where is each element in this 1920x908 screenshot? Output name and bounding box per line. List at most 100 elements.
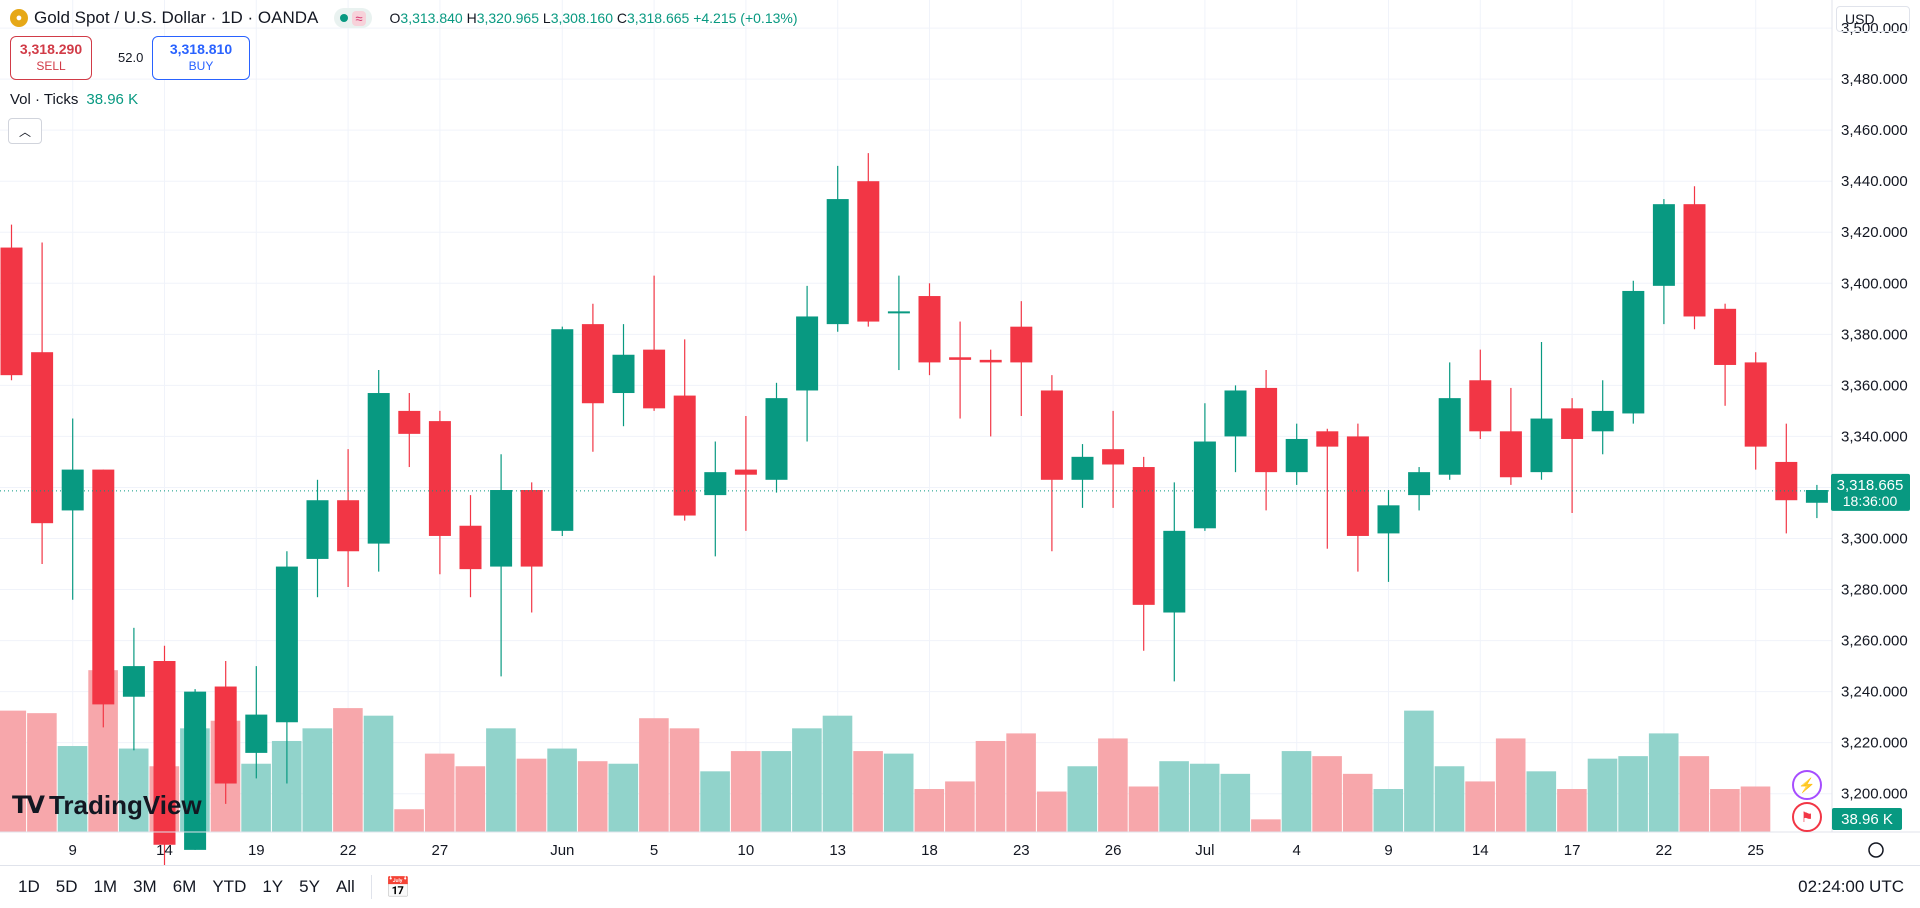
currency-button[interactable]: USD [1836,6,1910,32]
price-axis-label: 3,460.000 [1841,122,1908,139]
price-chart[interactable]: 3,500.000 3,480.000 3,460.000 3,440.000 3,42… [0,0,1920,865]
time-axis-label: 9 [69,842,77,859]
buy-label: BUY [188,59,214,73]
price-axis-label: 3,340.000 [1841,428,1908,445]
volume-bar [1128,786,1159,832]
time-axis-label: 22 [340,842,357,859]
price-axis-label: 3,220.000 [1841,735,1908,752]
candle-body [918,296,941,363]
volume-bar [730,751,761,832]
candle-body [1775,461,1798,501]
volume-bar [118,748,149,832]
volume-bar [333,708,363,832]
volume-bar [1006,733,1036,832]
time-axis-label: 26 [1105,842,1122,859]
buy-button[interactable]: 3,318.810 BUY [152,36,250,80]
lightning-icon[interactable]: ⚡ [1792,770,1822,800]
candle-body [1193,441,1216,529]
candle-body [184,691,207,850]
price-axis-label: 3,360.000 [1841,377,1908,394]
volume-bar [1587,758,1618,832]
candle-body [612,354,635,394]
sell-button[interactable]: 3,318.290 SELL [10,36,92,80]
candle-body [1224,390,1247,437]
volume-bar [1189,763,1220,832]
volume-bar [424,753,455,832]
timeframe-6m[interactable]: 6M [172,877,197,896]
candle-body [0,247,23,376]
candle-body [31,352,54,524]
utc-clock[interactable]: 02:24:00 UTC [1798,877,1904,896]
candle-body [306,500,329,559]
time-axis-label: 10 [738,842,755,859]
flag-icon[interactable]: ⚑ [1792,802,1822,832]
candle-body [245,714,268,753]
volume-bar [455,766,486,832]
volume-bar [914,789,945,832]
toolbar-divider [370,875,372,899]
price-axis-label: 3,440.000 [1841,173,1908,190]
volume-bar [639,718,669,832]
volume-bar [975,740,1006,832]
time-axis-label: 25 [1747,842,1764,859]
candle-body [1071,456,1094,480]
price-axis-label: 3,420.000 [1841,224,1908,241]
timeframe-all[interactable]: All [335,877,355,896]
ohlc-values: O3,313.840 H3,320.965 L3,308.160 C3,318.… [389,10,798,26]
volume-legend-value: 38.96 K [86,91,139,108]
symbol-legend: ● Gold Spot / U.S. Dollar · 1D · OANDA ≈… [10,8,798,28]
candle-body [1102,449,1125,465]
volume-bar [486,728,516,832]
volume-bar [1557,789,1587,832]
candle-body [1469,380,1492,432]
timeframe-5y[interactable]: 5Y [299,877,320,896]
time-axis-label: 27 [432,842,449,859]
volume-bar [1710,789,1740,832]
tradingview-logo-text: TradingView [48,790,202,820]
candle-body [1163,530,1186,613]
candle-body [1346,436,1369,536]
time-axis-label: Jun [550,842,574,859]
bottom-toolbar: 1D 5D 1M 3M 6M YTD 1Y 5Y All 📅 02:24:00 … [0,865,1920,908]
candle-body [1499,431,1522,478]
price-axis-label: 3,240.000 [1841,684,1908,701]
sell-label: SELL [36,59,66,73]
candle-body [826,199,849,325]
price-axis-label: 3,200.000 [1841,786,1908,803]
spread-value: 52.0 [118,50,144,65]
last-price-label: 3,318.665 [1837,477,1904,494]
symbol-title[interactable]: Gold Spot / U.S. Dollar · 1D · OANDA [34,8,319,27]
candle-body [1377,505,1400,534]
candle-body [1591,410,1614,432]
candle-body [122,666,145,697]
settings-gear-icon[interactable] [1868,842,1884,858]
timeframe-1y[interactable]: 1Y [262,877,284,896]
collapse-legend-button[interactable]: ︿ [8,118,42,144]
timeframe-1m[interactable]: 1M [93,877,118,896]
market-status-pill[interactable]: ≈ [334,8,372,28]
volume-bar [57,746,88,832]
price-axis-label: 3,400.000 [1841,275,1908,292]
buy-price: 3,318.810 [169,41,233,57]
volume-bar [516,758,547,832]
candle-body [1805,490,1828,503]
volume-legend-label: Vol · Ticks [10,91,79,108]
candle-body [1132,467,1155,605]
volume-bar [302,728,333,832]
candle-body [153,661,176,845]
volume-bar [608,763,639,832]
tradingview-logo[interactable]: 𝗧𝗩 TradingView [12,790,202,821]
timeframe-ytd[interactable]: YTD [212,877,247,896]
candle-body [1530,418,1553,473]
candle-body [92,469,115,705]
time-axis-label: 19 [248,842,265,859]
timeframe-1d[interactable]: 1D [18,877,40,896]
timeframe-3m[interactable]: 3M [133,877,157,896]
volume-bar [1404,710,1434,832]
volume-legend[interactable]: Vol · Ticks 38.96 K [10,91,138,108]
candle-body [490,490,513,567]
volume-bar [27,713,57,832]
calendar-goto-icon[interactable]: 📅 [385,876,411,899]
timeframe-5d[interactable]: 5D [55,877,78,896]
time-axis-label: 4 [1293,842,1301,859]
